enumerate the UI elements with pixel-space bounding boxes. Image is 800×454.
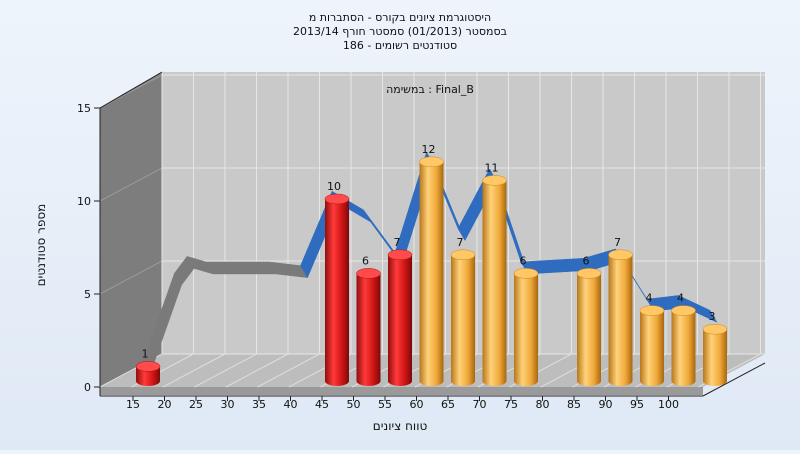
bar-top (482, 175, 507, 186)
x-tick-label: 30 (221, 398, 235, 411)
trend-segment (677, 294, 718, 323)
data-label: 6 (520, 254, 527, 267)
inner-title: במשימה : Final_B (386, 83, 474, 96)
data-label: 1 (142, 347, 149, 360)
bar-15: 1 (135, 347, 161, 386)
x-tick-label: 95 (630, 398, 644, 411)
title-line-1: היסטוגרמת ציונים בקורס - הסתברות מ (309, 11, 491, 24)
bar-body (640, 310, 664, 386)
data-label: 4 (646, 292, 653, 305)
bar-top (324, 193, 350, 205)
bar-50: 6 (356, 254, 381, 387)
bar-body (451, 254, 475, 386)
grid-line-floor (194, 353, 257, 388)
bar-body (671, 310, 696, 387)
bar-top (450, 249, 476, 261)
y-tick-label: 10 (77, 195, 91, 208)
x-tick-label: 50 (347, 398, 361, 411)
bar-top (608, 249, 633, 261)
bar-top (702, 323, 728, 335)
title-line-3: סטודנטים רשומים - 186 (343, 39, 457, 52)
x-tick-label: 85 (567, 398, 581, 411)
bar-body (136, 366, 160, 386)
grid-line-floor (225, 353, 289, 388)
x-tick-label: 60 (410, 398, 424, 411)
bar-top (419, 156, 444, 168)
data-label: 6 (362, 254, 369, 267)
grid-line-side (99, 260, 163, 295)
bar-85: 6 (576, 254, 602, 386)
data-label: 4 (677, 292, 684, 305)
x-tick-label: 45 (315, 398, 329, 411)
x-tick-label: 35 (252, 398, 266, 411)
bar-body (482, 180, 507, 387)
x-tick-label: 75 (504, 398, 518, 411)
bar-100: 4 (671, 292, 696, 387)
bar-top (576, 268, 602, 279)
data-label: 7 (614, 236, 621, 249)
bar-105: 3 (702, 310, 728, 386)
bar-body (325, 199, 349, 386)
y-tick-label: 5 (84, 288, 91, 301)
x-tick-label: 80 (536, 398, 550, 411)
bars: 1 10 6 7 12 7 11 6 6 7 4 4 3 (135, 143, 728, 387)
bar-60: 12 (419, 143, 444, 387)
bar-70: 11 (482, 161, 507, 387)
bar-body (703, 329, 727, 386)
y-tick-label: 0 (84, 381, 91, 394)
bar-body (514, 273, 538, 386)
chart-side-wall (100, 72, 162, 387)
x-tick-label: 20 (158, 398, 172, 411)
x-tick-label: 90 (599, 398, 613, 411)
data-label: 6 (583, 254, 590, 267)
title-line-2: בסמסטר (01/2013) סמסטר חורף 2013/14 (293, 25, 507, 38)
bar-top (639, 305, 665, 316)
chart-title: היסטוגרמת ציונים בקורס - הסתברות מ בסמסט… (293, 11, 507, 52)
bar-body (419, 161, 444, 387)
bar-top (356, 268, 381, 279)
bar-45: 10 (324, 180, 350, 386)
chart-floor-front-edge (100, 387, 703, 395)
grid-line-side (99, 167, 163, 202)
bar-55: 7 (387, 236, 413, 386)
data-label: 10 (327, 180, 341, 193)
x-tick-label: 70 (473, 398, 487, 411)
y-tick-label: 15 (77, 102, 91, 115)
x-tick-label: 55 (378, 398, 392, 411)
x-tick-label: 15 (126, 398, 140, 411)
bar-95: 4 (639, 292, 665, 386)
data-label: 11 (485, 161, 499, 174)
data-label: 7 (457, 236, 464, 249)
data-label: 12 (422, 143, 436, 156)
bar-65: 7 (450, 236, 476, 386)
y-axis-title: מספר סטודנטים (34, 204, 48, 287)
x-tick-label: 100 (658, 398, 679, 411)
bar-75: 6 (513, 254, 539, 386)
grid-line-floor (257, 353, 320, 388)
x-axis-depth-line (702, 362, 766, 397)
x-tick-label: 40 (284, 398, 298, 411)
y-axis-depth-line (99, 71, 163, 109)
bar-90: 7 (608, 236, 633, 387)
data-label: 3 (709, 310, 716, 323)
axes: 0 5 10 15 15 20 25 30 35 40 45 50 55 60 65 70 75 80 85 90 95… (77, 71, 766, 411)
bar-body (577, 273, 601, 386)
x-tick-label: 25 (189, 398, 203, 411)
grid-line-floor (162, 353, 226, 388)
x-tick-label: 65 (441, 398, 455, 411)
bar-top (135, 361, 161, 372)
bar-top (513, 268, 539, 279)
data-label: 7 (394, 236, 401, 249)
bar-body (388, 254, 412, 386)
bar-top (387, 249, 413, 261)
bar-body (608, 254, 633, 387)
x-axis-title: טווח ציונים (373, 419, 428, 433)
bar-top (671, 305, 696, 316)
bar-body (356, 273, 381, 387)
trend-segment (205, 261, 277, 275)
